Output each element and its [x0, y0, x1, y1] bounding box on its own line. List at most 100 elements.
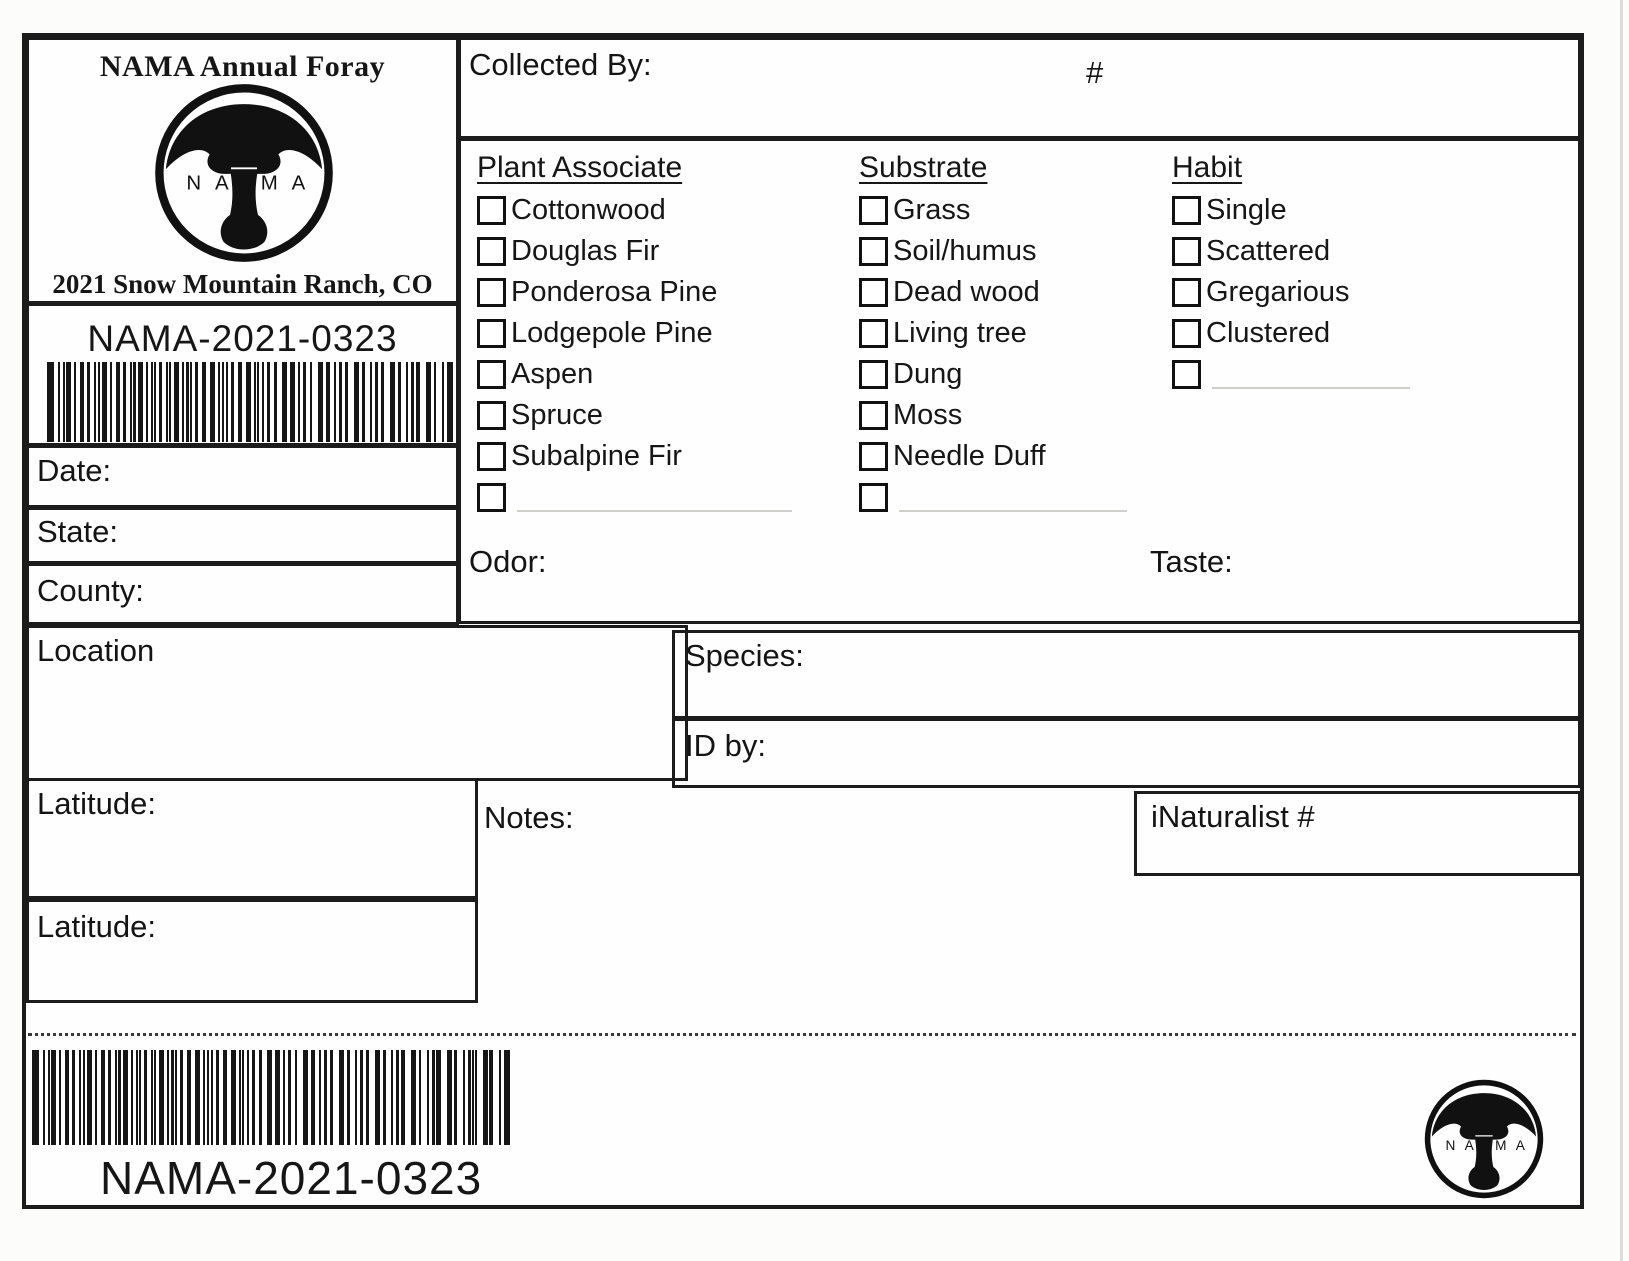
substrate-other-checkbox[interactable]	[859, 483, 888, 512]
checkbox-row-subalpine-fir: Subalpine Fir	[477, 436, 807, 477]
single-checkbox[interactable]	[1172, 196, 1201, 225]
specimen-label-card: NAMA Annual Foray N A M A 2021 Snow Moun…	[22, 33, 1584, 1209]
checkbox-row-clustered: Clustered	[1172, 313, 1512, 354]
substrate-group: Substrate Grass Soil/humus Dead wood Liv…	[859, 151, 1169, 518]
id-by-field-box[interactable]: ID by:	[672, 718, 1581, 788]
dung-label: Dung	[893, 358, 963, 390]
clustered-checkbox[interactable]	[1172, 319, 1201, 348]
checkbox-row-douglas-fir: Douglas Fir	[477, 231, 807, 272]
dead-wood-checkbox[interactable]	[859, 278, 888, 307]
habit-other-writein-line[interactable]	[1212, 361, 1410, 389]
grass-checkbox[interactable]	[859, 196, 888, 225]
habit-group: Habit Single Scattered Gregarious Cluste…	[1172, 151, 1512, 395]
subalpine-fir-label: Subalpine Fir	[511, 440, 682, 472]
dung-checkbox[interactable]	[859, 360, 888, 389]
habit-title: Habit	[1172, 151, 1243, 184]
checkbox-row-dead-wood: Dead wood	[859, 272, 1169, 313]
gregarious-label: Gregarious	[1206, 276, 1350, 308]
cottonwood-label: Cottonwood	[511, 194, 666, 226]
living-tree-label: Living tree	[893, 317, 1027, 349]
checkbox-groups-box: Plant Associate Cottonwood Douglas Fir P…	[458, 138, 1581, 624]
plant-other-writein-line[interactable]	[517, 484, 792, 512]
specimen-barcode-image	[47, 362, 453, 442]
dead-wood-label: Dead wood	[893, 276, 1040, 308]
specimen-barcode-box: NAMA-2021-0323	[26, 303, 459, 446]
state-label: State:	[37, 514, 118, 549]
species-label: Species:	[685, 638, 804, 673]
nama-mushroom-logo-icon: N A M A	[155, 84, 333, 262]
moss-label: Moss	[893, 399, 963, 431]
inaturalist-field-box[interactable]: iNaturalist #	[1134, 791, 1581, 876]
latitude-label-2: Latitude:	[37, 909, 156, 944]
checkbox-row-dung: Dung	[859, 354, 1169, 395]
checkbox-row-cottonwood: Cottonwood	[477, 190, 807, 231]
collected-by-label: Collected By:	[469, 47, 652, 82]
checkbox-row-lodgepole-pine: Lodgepole Pine	[477, 313, 807, 354]
date-label: Date:	[37, 453, 112, 488]
logo-text-left: N A	[186, 172, 233, 195]
checkbox-row-plant-other	[477, 477, 807, 518]
odor-label: Odor:	[469, 544, 547, 579]
latitude-field-box-1[interactable]: Latitude:	[26, 778, 478, 899]
location-label: Location	[37, 633, 155, 668]
notes-label: Notes:	[484, 800, 574, 835]
state-field-box[interactable]: State:	[26, 507, 459, 564]
aspen-checkbox[interactable]	[477, 360, 506, 389]
spruce-checkbox[interactable]	[477, 401, 506, 430]
aspen-label: Aspen	[511, 358, 594, 390]
foray-event-location: 2021 Snow Mountain Ranch, CO	[52, 269, 433, 299]
date-field-box[interactable]: Date:	[26, 445, 459, 508]
checkbox-row-substrate-other	[859, 477, 1169, 518]
county-label: County:	[37, 573, 144, 608]
collected-by-box[interactable]: Collected By: #	[458, 37, 1581, 139]
subalpine-fir-checkbox[interactable]	[477, 442, 506, 471]
lodgepole-pine-checkbox[interactable]	[477, 319, 506, 348]
latitude-field-box-2[interactable]: Latitude:	[26, 899, 478, 1003]
spruce-label: Spruce	[511, 399, 603, 431]
footer-barcode-image	[32, 1050, 510, 1145]
plant-other-checkbox[interactable]	[477, 483, 506, 512]
collection-number-label: #	[1086, 55, 1104, 90]
checkbox-row-aspen: Aspen	[477, 354, 807, 395]
scan-page-edge	[1620, 0, 1623, 1261]
checkbox-row-living-tree: Living tree	[859, 313, 1169, 354]
habit-other-checkbox[interactable]	[1172, 360, 1201, 389]
living-tree-checkbox[interactable]	[859, 319, 888, 348]
needle-duff-checkbox[interactable]	[859, 442, 888, 471]
checkbox-row-grass: Grass	[859, 190, 1169, 231]
nama-mushroom-logo-icon-footer: N A M A	[1424, 1079, 1544, 1199]
location-field-box[interactable]: Location	[26, 625, 688, 781]
county-field-box[interactable]: County:	[26, 563, 459, 625]
logo-text-right: M A	[261, 172, 310, 195]
checkbox-row-needle-duff: Needle Duff	[859, 436, 1169, 477]
specimen-id-text: NAMA-2021-0323	[87, 318, 398, 359]
single-label: Single	[1206, 194, 1287, 226]
lodgepole-pine-label: Lodgepole Pine	[511, 317, 713, 349]
gregarious-checkbox[interactable]	[1172, 278, 1201, 307]
foray-header-box: NAMA Annual Foray N A M A 2021 Snow Moun…	[26, 37, 459, 304]
substrate-title: Substrate	[859, 151, 988, 184]
substrate-other-writein-line[interactable]	[899, 484, 1127, 512]
scattered-label: Scattered	[1206, 235, 1331, 267]
plant-associate-title: Plant Associate	[477, 151, 683, 184]
checkbox-row-gregarious: Gregarious	[1172, 272, 1512, 313]
footer-specimen-id-text: NAMA-2021-0323	[100, 1152, 483, 1204]
latitude-label-1: Latitude:	[37, 786, 156, 821]
cottonwood-checkbox[interactable]	[477, 196, 506, 225]
ponderosa-pine-label: Ponderosa Pine	[511, 276, 718, 308]
douglas-fir-label: Douglas Fir	[511, 235, 660, 267]
douglas-fir-checkbox[interactable]	[477, 237, 506, 266]
soil-humus-label: Soil/humus	[893, 235, 1037, 267]
checkbox-row-moss: Moss	[859, 395, 1169, 436]
soil-humus-checkbox[interactable]	[859, 237, 888, 266]
scattered-checkbox[interactable]	[1172, 237, 1201, 266]
plant-associate-group: Plant Associate Cottonwood Douglas Fir P…	[477, 151, 807, 518]
checkbox-row-ponderosa-pine: Ponderosa Pine	[477, 272, 807, 313]
moss-checkbox[interactable]	[859, 401, 888, 430]
checkbox-row-scattered: Scattered	[1172, 231, 1512, 272]
checkbox-row-spruce: Spruce	[477, 395, 807, 436]
grass-label: Grass	[893, 194, 971, 226]
ponderosa-pine-checkbox[interactable]	[477, 278, 506, 307]
species-field-box[interactable]: Species:	[672, 630, 1581, 719]
needle-duff-label: Needle Duff	[893, 440, 1046, 472]
